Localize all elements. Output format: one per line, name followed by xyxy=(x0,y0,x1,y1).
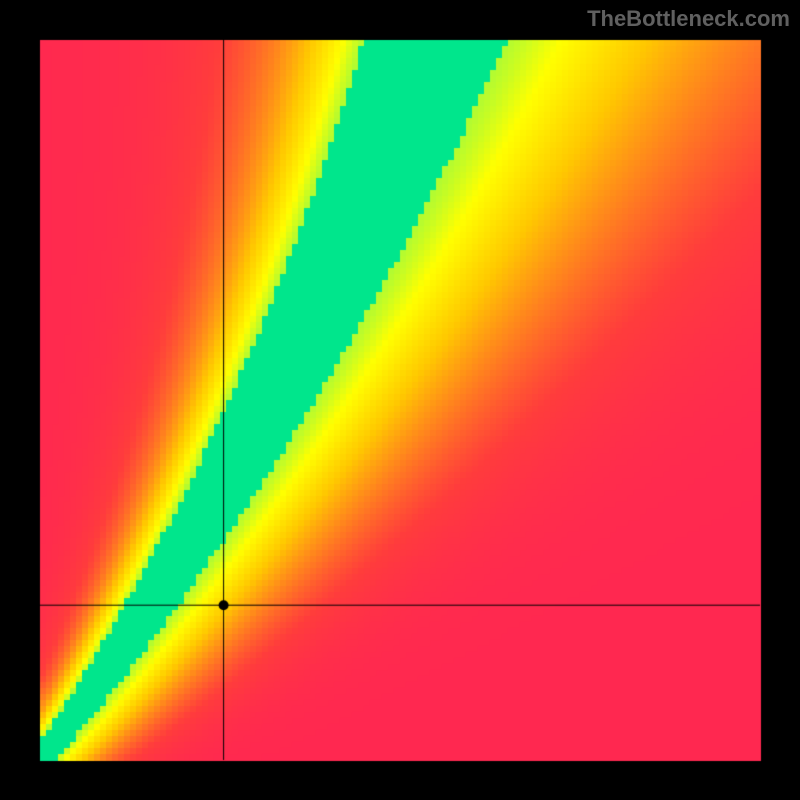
watermark-text: TheBottleneck.com xyxy=(587,6,790,32)
chart-container: TheBottleneck.com xyxy=(0,0,800,800)
bottleneck-heatmap xyxy=(0,0,800,800)
